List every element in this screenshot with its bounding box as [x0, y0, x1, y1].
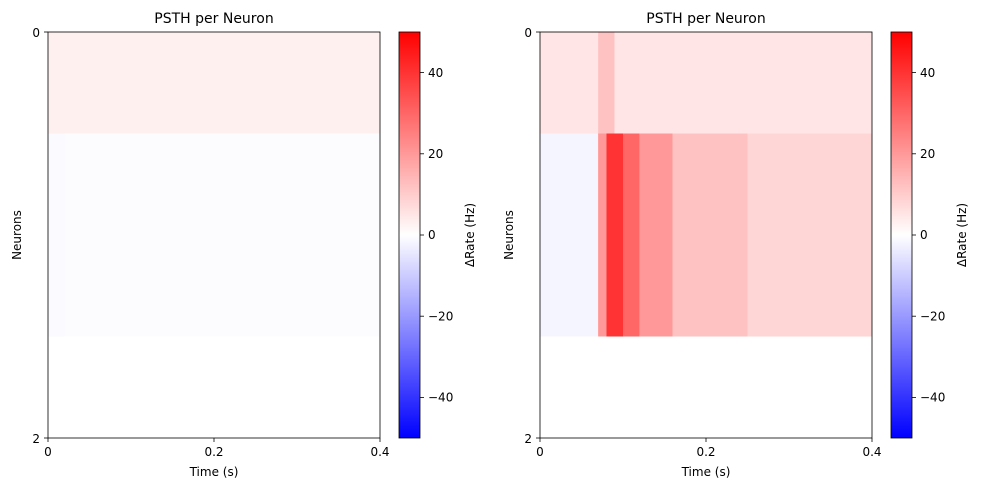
- heatmap-cell: [540, 133, 599, 337]
- heatmap-panel-2: PSTH per Neuron 0 0.2 0.4 Time (s) 0 2 N…: [502, 11, 969, 479]
- colorbar-tick-label: 20: [920, 147, 935, 161]
- x-tick-label: 0.2: [204, 445, 223, 459]
- y-tick-label: 2: [524, 432, 532, 446]
- colorbar-tick-label: −40: [920, 391, 945, 405]
- heatmap-cell: [540, 32, 599, 134]
- y-axis-label: Neurons: [10, 210, 24, 260]
- y-tick-label: 0: [524, 26, 532, 40]
- x-axis: 0 0.2 0.4 Time (s): [44, 438, 390, 479]
- x-tick-label: 0.2: [696, 445, 715, 459]
- x-axis-label: Time (s): [681, 465, 731, 479]
- heatmap-cell: [598, 133, 607, 337]
- x-axis-label: Time (s): [189, 465, 239, 479]
- heatmap-cell: [614, 32, 872, 134]
- heatmap-cell: [48, 32, 380, 134]
- colorbar-gradient: [398, 31, 421, 439]
- x-tick-label: 0.4: [862, 445, 881, 459]
- heatmap-cell: [623, 133, 640, 337]
- x-tick-label: 0: [536, 445, 544, 459]
- plot-area: [539, 31, 873, 439]
- heatmap-panel-1: PSTH per Neuron 0 0.2 0.4 Time (s) 0 2 N…: [10, 11, 477, 479]
- x-tick-label: 0.4: [370, 445, 389, 459]
- plot-area: [47, 31, 381, 439]
- colorbar-tick-label: 40: [428, 66, 443, 80]
- colorbar-tick-label: −20: [428, 309, 453, 323]
- heatmap-cell: [64, 133, 380, 337]
- y-tick-label: 2: [32, 432, 40, 446]
- colorbar: −40 −20 0 20 40 ΔRate (Hz): [890, 31, 969, 439]
- heatmap-cells: [540, 32, 872, 337]
- colorbar-label: ΔRate (Hz): [955, 203, 969, 267]
- colorbar-gradient: [890, 31, 913, 439]
- heatmap-cell: [598, 32, 615, 134]
- colorbar: −40 −20 0 20 40 ΔRate (Hz): [398, 31, 477, 439]
- colorbar-tick-label: −20: [920, 309, 945, 323]
- x-tick-label: 0: [44, 445, 52, 459]
- heatmap-cell: [48, 133, 65, 337]
- colorbar-tick-label: 0: [428, 228, 436, 242]
- x-axis: 0 0.2 0.4 Time (s): [536, 438, 882, 479]
- y-axis: 0 2 Neurons: [10, 26, 48, 446]
- colorbar-tick-label: 0: [920, 228, 928, 242]
- chart-title: PSTH per Neuron: [154, 11, 273, 27]
- y-axis-label: Neurons: [502, 210, 516, 260]
- colorbar-tick-label: 20: [428, 147, 443, 161]
- colorbar-label: ΔRate (Hz): [463, 203, 477, 267]
- colorbar-tick-label: 40: [920, 66, 935, 80]
- colorbar-tick-label: −40: [428, 391, 453, 405]
- heatmap-cell: [747, 133, 872, 337]
- heatmap-cell: [639, 133, 673, 337]
- chart-title: PSTH per Neuron: [646, 11, 765, 27]
- heatmap-cells: [48, 32, 380, 337]
- y-axis: 0 2 Neurons: [502, 26, 540, 446]
- y-tick-label: 0: [32, 26, 40, 40]
- heatmap-cell: [606, 133, 623, 337]
- heatmap-cell: [672, 133, 748, 337]
